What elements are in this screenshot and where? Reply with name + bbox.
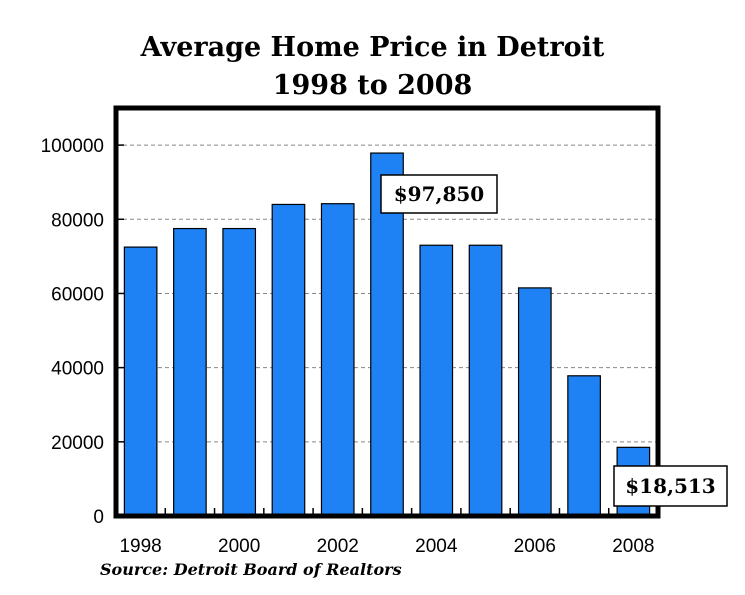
bar-2005: [468, 244, 503, 517]
y-tick-label: 0: [93, 507, 104, 528]
callout-box: [613, 465, 728, 507]
x-tick-label: 2008: [612, 536, 654, 557]
x-tick-label: 2000: [218, 536, 260, 557]
y-tick-label: 100000: [41, 136, 104, 157]
plot-frame: [113, 105, 661, 519]
y-tick-label: 40000: [51, 359, 104, 380]
callout-label: $18,513: [625, 474, 715, 498]
y-tick-label: 60000: [51, 284, 104, 305]
bar-2006: [517, 287, 552, 517]
chart-title: Average Home Price in Detroit: [140, 32, 605, 63]
x-tick-label: 2002: [317, 536, 359, 557]
callout-box: [380, 174, 498, 214]
bar-2001: [271, 203, 306, 517]
source-note: Source: Detroit Board of Realtors: [100, 560, 402, 579]
chart-subtitle: 1998 to 2008: [272, 70, 473, 101]
x-tick-label: 2006: [514, 536, 556, 557]
bar-2002: [320, 203, 355, 517]
bar-2004: [419, 244, 454, 517]
x-tick-label: 1998: [119, 536, 161, 557]
callout-label: $97,850: [394, 182, 484, 206]
bar-2007: [567, 375, 601, 517]
callouts: $97,850 $18,513: [380, 174, 728, 507]
bar-1999: [173, 227, 207, 517]
bar-1998: [123, 246, 158, 517]
y-tick-label: 20000: [51, 433, 104, 454]
bar-2000: [222, 227, 257, 517]
x-axis: 1998 2000 2002 2004 2006 2008: [119, 508, 659, 557]
y-tick-label: 80000: [51, 210, 104, 231]
x-tick-label: 2004: [415, 536, 458, 557]
y-axis: 0 20000 40000 60000 80000 100000: [41, 136, 124, 528]
